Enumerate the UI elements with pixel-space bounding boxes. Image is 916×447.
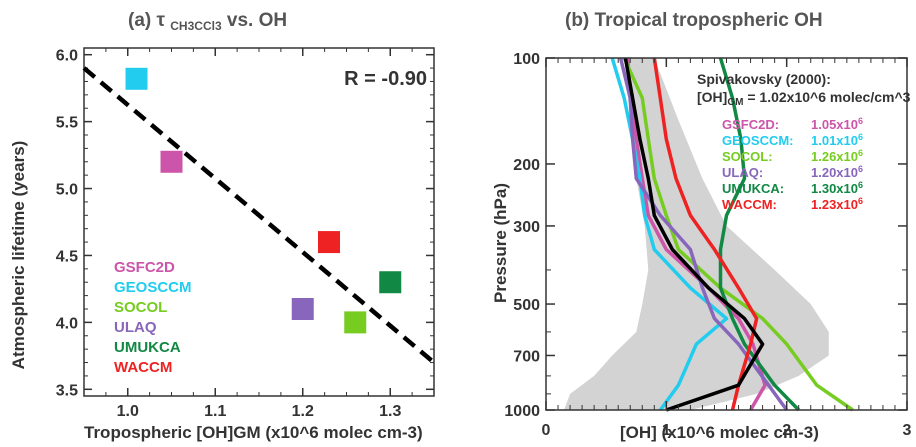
x-tick-label: 2 <box>782 422 791 439</box>
spivakovsky-title: Spivakovsky (2000): <box>697 71 831 87</box>
x-tick-label: 3 <box>903 422 912 439</box>
legend-socol: SOCOL <box>114 299 167 316</box>
legend-superscript: 6 <box>858 164 863 174</box>
legend-gsfc2d-name: GSFC2D: <box>722 117 779 132</box>
panel-a-ylabel: Atmospheric lifetime (years) <box>9 141 28 370</box>
y-tick-label: 4.5 <box>56 248 78 265</box>
fit-line <box>82 66 436 365</box>
legend-geosccm: GEOSCCM <box>114 279 192 296</box>
y-tick-label: 4.0 <box>56 315 78 332</box>
panel-a: (a) τ CH3CCl3 vs. OH 1.0 1.1 1.2 1.3 3.5 4.0 4… <box>9 10 436 442</box>
point-gsfc2d <box>160 150 183 173</box>
legend-ulaq: ULAQ <box>114 319 157 336</box>
x-tick-label: 1.3 <box>379 403 401 420</box>
legend-waccm: WACCM <box>114 359 172 376</box>
panel-b-lines <box>610 57 854 412</box>
legend-umukca-name: UMUKCA: <box>722 181 784 196</box>
legend-ulaq-value: 1.20x106 <box>811 164 863 180</box>
shaded-range <box>564 58 829 410</box>
legend-superscript: 6 <box>858 116 863 126</box>
legend-superscript: 6 <box>858 132 863 142</box>
panel-a-ticks: 1.0 1.1 1.2 1.3 3.5 4.0 4.5 5.0 5.5 6.0 <box>56 48 435 420</box>
panel-b: (b) Tropical tropospheric OH 0 1 2 3 100 200 3… <box>491 10 912 442</box>
point-ulaq <box>291 298 314 320</box>
x-tick-label: 0 <box>542 422 551 439</box>
legend-socol-name: SOCOL: <box>722 149 773 164</box>
legend-superscript: 6 <box>858 196 863 206</box>
legend-gsfc2d-value: 1.05x106 <box>811 116 863 132</box>
point-umukca <box>379 271 402 294</box>
spivakovsky-value-text: 1.02x10^6 molec/cm^3 <box>759 89 910 105</box>
y-tick-label: 3.5 <box>56 382 78 399</box>
legend-umukca: UMUKCA <box>114 339 181 356</box>
line-waccm <box>652 57 759 411</box>
point-waccm <box>318 231 340 254</box>
y-tick-label: 1000 <box>504 403 540 420</box>
y-tick-label: 200 <box>513 157 540 174</box>
x-tick-label: 1.2 <box>292 403 314 420</box>
y-tick-label: 5.5 <box>56 115 78 132</box>
y-tick-label: 300 <box>513 219 540 236</box>
x-tick-label: 1 <box>662 422 671 439</box>
correlation-annotation: R = -0.90 <box>344 68 427 90</box>
panel-a-title: (a) τ CH3CCl3 vs. OH <box>128 10 287 33</box>
panel-b-xlabel: [OH] (x10^6 molec cm-3) <box>620 423 819 442</box>
panel-a-legend: GSFC2D GEOSCCM SOCOL ULAQ UMUKCA WACCM <box>114 259 192 376</box>
y-tick-label: 500 <box>513 297 540 314</box>
point-geosccm <box>125 67 148 90</box>
x-tick-label: 1.1 <box>204 403 226 420</box>
x-tick-label: 1.0 <box>117 403 139 420</box>
spivakovsky-value: [OH]GM = 1.02x10^6 molec/cm^3 <box>697 89 911 108</box>
line-gsfc2d <box>626 57 767 411</box>
y-tick-label: 700 <box>513 348 540 365</box>
y-tick-label: 100 <box>513 51 540 68</box>
panel-b-ylabel: Pressure (hPa) <box>491 183 510 303</box>
panel-b-legend: GSFC2D: 1.05x106 GEOSCCM: 1.01x106 SOCOL: 1.2… <box>722 116 863 212</box>
point-socol <box>344 311 367 334</box>
legend-geosccm-name: GEOSCCM: <box>722 133 794 148</box>
legend-ulaq-name: ULAQ: <box>722 165 763 180</box>
legend-gsfc2d: GSFC2D <box>114 259 175 276</box>
title-rest: vs. OH <box>222 10 287 31</box>
panel-b-shaded-range-group <box>564 58 829 410</box>
legend-socol-value: 1.26x106 <box>811 148 863 164</box>
line-geosccm <box>610 57 729 412</box>
line-ensemble-mean <box>623 57 765 412</box>
panel-b-ticks: 0 1 2 3 100 200 300 500 700 1000 <box>504 51 911 439</box>
legend-superscript: 6 <box>858 148 863 158</box>
legend-geosccm-value: 1.01x106 <box>811 132 863 148</box>
panel-b-title: (b) Tropical tropospheric OH <box>565 10 823 31</box>
legend-umukca-value: 1.30x106 <box>811 180 863 196</box>
panel-a-xlabel: Tropospheric [OH]GM (x10^6 molec cm-3) <box>84 423 423 442</box>
panel-a-fit-line-group <box>82 66 436 365</box>
panel-a-title-text: (a) τ <box>128 10 166 31</box>
line-socol <box>622 57 854 412</box>
line-ulaq <box>618 57 789 412</box>
y-tick-label: 5.0 <box>56 182 78 199</box>
title-subscript: CH3CCl3 <box>170 19 222 33</box>
y-tick-label: 6.0 <box>56 48 78 65</box>
legend-superscript: 6 <box>858 180 863 190</box>
legend-waccm-name: WACCM: <box>722 197 777 212</box>
panel-a-points <box>125 67 402 334</box>
legend-waccm-value: 1.23x106 <box>811 196 863 212</box>
